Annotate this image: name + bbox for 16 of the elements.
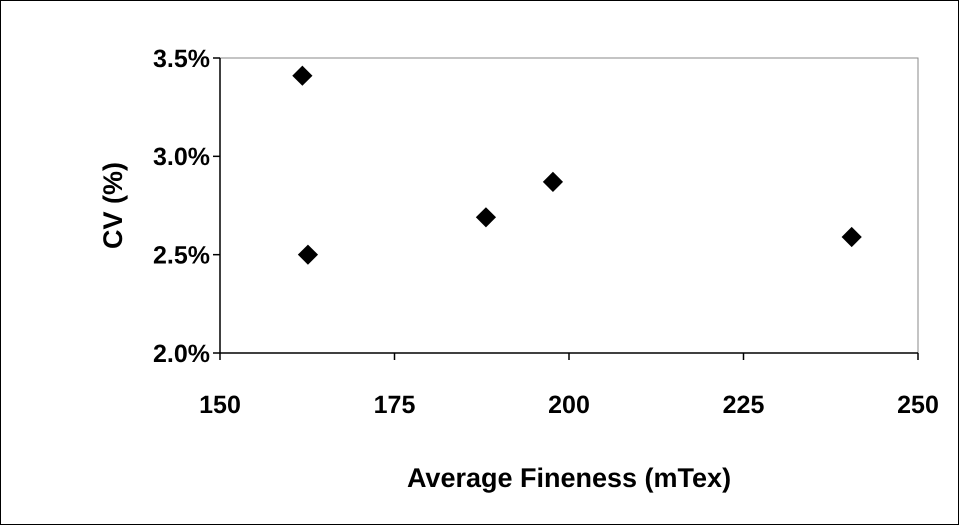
x-tick-label: 150 bbox=[199, 391, 241, 419]
y-tick-label: 3.0% bbox=[153, 143, 210, 172]
x-axis-title: Average Fineness (mTex) bbox=[406, 463, 732, 493]
y-tick-label: 3.5% bbox=[153, 44, 210, 73]
x-tick-label: 175 bbox=[374, 391, 416, 419]
x-tick-label: 225 bbox=[722, 391, 764, 419]
point bbox=[842, 226, 862, 248]
y-tick-label: 2.0% bbox=[153, 340, 210, 368]
point bbox=[292, 66, 312, 86]
x-tick-label: 250 bbox=[897, 391, 939, 419]
y-axis-title: CV (%) bbox=[98, 162, 128, 249]
y-tick-label: 2.5% bbox=[153, 241, 210, 270]
x-tick-label: 200 bbox=[548, 391, 590, 419]
point bbox=[476, 207, 496, 228]
point bbox=[298, 244, 318, 265]
point bbox=[542, 172, 564, 192]
